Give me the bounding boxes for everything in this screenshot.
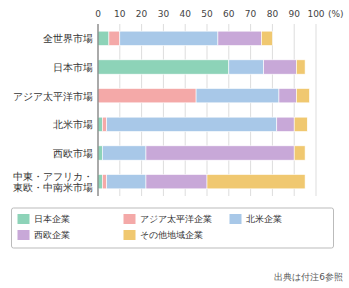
bar-segment [98, 31, 109, 45]
category-label-line: 西欧市場 [53, 148, 93, 159]
bar-segment [102, 117, 106, 131]
category-label: 日本市場 [53, 62, 93, 73]
grid-line [294, 24, 295, 196]
tick-label: 0 [95, 9, 101, 19]
bar-segment [279, 89, 296, 103]
tick-label: 60 [223, 9, 235, 19]
category-label: アジア太平洋市場 [13, 90, 93, 101]
bar-segment [98, 89, 196, 103]
tick-label: 50 [201, 9, 213, 19]
category-label: 北米市場 [53, 119, 93, 130]
axis-label: (%) [328, 9, 344, 19]
bar-segment [120, 31, 218, 45]
legend: 日本企業 アジア太平洋企業 北米企業西欧企業 その他地域企業 [12, 208, 334, 248]
legend-label: アジア太平洋企業 [140, 214, 212, 224]
legend-swatch [124, 230, 136, 240]
legend-frame [12, 208, 334, 248]
grid-line [250, 24, 251, 196]
grid-line [98, 24, 99, 196]
category-label-line: 中東・アフリカ・ [13, 171, 93, 182]
tick-label: 90 [288, 9, 300, 19]
grid-line [207, 24, 208, 196]
grid-line [228, 24, 229, 196]
bar-segment [296, 89, 309, 103]
category-label-line: 日本市場 [53, 62, 93, 73]
grid-line [272, 24, 273, 196]
bar-segment [294, 117, 307, 131]
legend-swatch [18, 214, 30, 224]
bar-segment [98, 60, 229, 74]
axis-line [98, 24, 99, 196]
grid-line [163, 24, 164, 196]
bar-segment [102, 175, 106, 189]
tick-label: 30 [158, 9, 170, 19]
grid-line [119, 24, 120, 196]
bar-segment [196, 89, 279, 103]
grid [98, 24, 316, 196]
bar-segment [109, 31, 120, 45]
legend-label: 北米企業 [246, 214, 282, 224]
bar-segment [296, 60, 305, 74]
bar-segment [229, 60, 264, 74]
tick-label: 70 [245, 9, 257, 19]
legend-swatch [18, 230, 30, 240]
category-label-line: アジア太平洋市場 [13, 90, 93, 101]
grid-line [141, 24, 142, 196]
source-note: 出典は付注6参照 [274, 272, 343, 282]
tick-label: 40 [179, 9, 191, 19]
bar-segment [98, 175, 102, 189]
bars [98, 31, 309, 189]
bar-segment [218, 31, 262, 45]
grid-line [185, 24, 186, 196]
chart: 0 10 20 30 40 50 60 70 80 90 100 (%) 全世界市場日本市場アジア太平洋… [0, 0, 349, 288]
bar-segment [107, 175, 146, 189]
x-ticks: 0 10 20 30 40 50 60 70 80 90 100 [95, 9, 325, 19]
category-label: 西欧市場 [53, 148, 93, 159]
category-label-line: 全世界市場 [43, 33, 93, 44]
category-label: 全世界市場 [43, 33, 93, 44]
bar-segment [107, 117, 277, 131]
y-ticks: 全世界市場日本市場アジア太平洋市場北米市場西欧市場中東・アフリカ・東欧・中南米市… [13, 33, 93, 193]
tick-label: 10 [114, 9, 126, 19]
tick-label: 80 [267, 9, 279, 19]
legend-label: 西欧企業 [34, 230, 70, 240]
bar-segment [262, 31, 273, 45]
legend-swatch [124, 214, 136, 224]
bar-segment [102, 146, 146, 160]
tick-label: 20 [136, 9, 148, 19]
category-label-line: 北米市場 [53, 119, 93, 130]
category-label: 中東・アフリカ・東欧・中南米市場 [13, 171, 93, 192]
category-label-line: 東欧・中南米市場 [13, 181, 93, 192]
bar-segment [98, 117, 102, 131]
legend-label: その他地域企業 [140, 230, 203, 240]
bar-segment [146, 175, 207, 189]
bar-segment [264, 60, 297, 74]
tick-label: 100 [307, 9, 324, 19]
legend-swatch [230, 214, 242, 224]
bar-segment [146, 146, 294, 160]
bar-segment [98, 146, 102, 160]
bar-segment [294, 146, 305, 160]
bar-segment [277, 117, 294, 131]
legend-label: 日本企業 [34, 214, 70, 224]
bar-segment [207, 175, 305, 189]
grid-line [316, 24, 317, 196]
